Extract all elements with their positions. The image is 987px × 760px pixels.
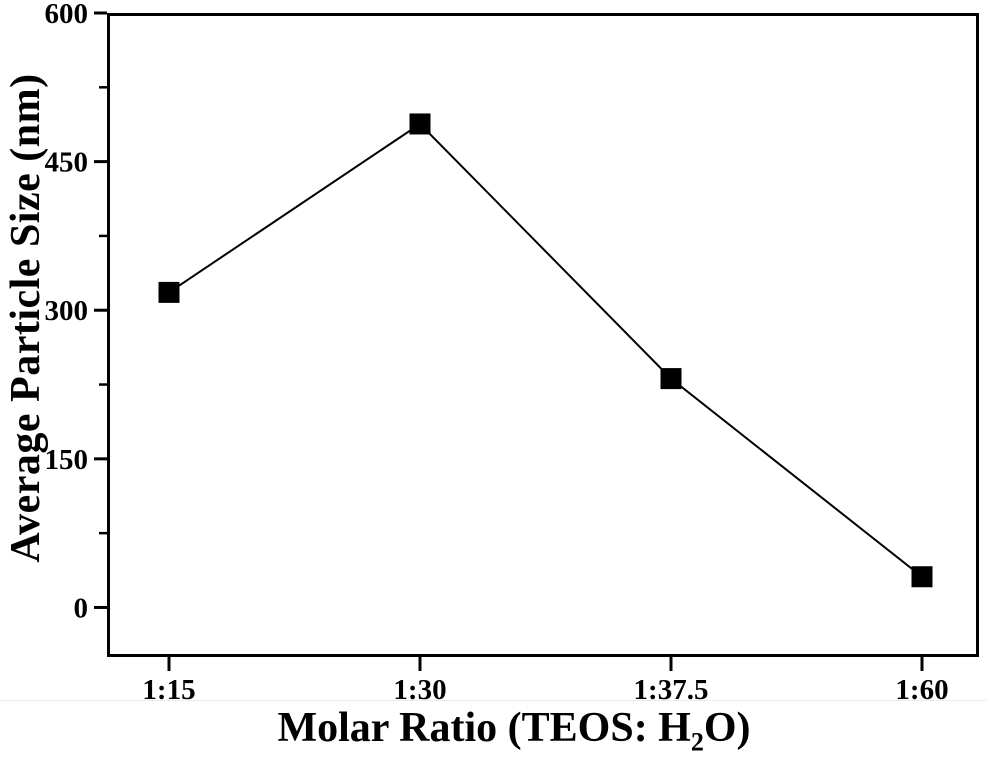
data-point-marker bbox=[409, 113, 431, 135]
y-axis-title: Average Particle Size (nm) bbox=[3, 73, 49, 563]
y-tick-label: 0 bbox=[74, 592, 89, 624]
x-axis-title-suffix: O) bbox=[703, 705, 751, 751]
x-axis-title: Molar Ratio (TEOS: H2O) bbox=[114, 704, 914, 756]
y-tick-label: 450 bbox=[45, 147, 89, 179]
x-tick-label: 1:37.5 bbox=[634, 674, 709, 706]
x-tick-label: 1:15 bbox=[142, 674, 195, 706]
figure-seam-line bbox=[0, 700, 987, 701]
y-tick-label: 300 bbox=[45, 295, 89, 327]
plot-frame bbox=[107, 13, 979, 657]
data-point-marker bbox=[158, 281, 180, 303]
x-tick-label: 1:30 bbox=[393, 674, 446, 706]
series-line bbox=[168, 122, 923, 578]
y-tick-label: 150 bbox=[45, 444, 89, 476]
x-axis-title-subscript: 2 bbox=[690, 727, 704, 757]
y-tick-label: 600 bbox=[45, 0, 89, 30]
data-point-marker bbox=[660, 368, 682, 390]
x-axis-title-prefix: Molar Ratio (TEOS: H bbox=[277, 705, 691, 751]
x-tick-label: 1:60 bbox=[895, 674, 948, 706]
data-point-marker bbox=[911, 566, 933, 588]
